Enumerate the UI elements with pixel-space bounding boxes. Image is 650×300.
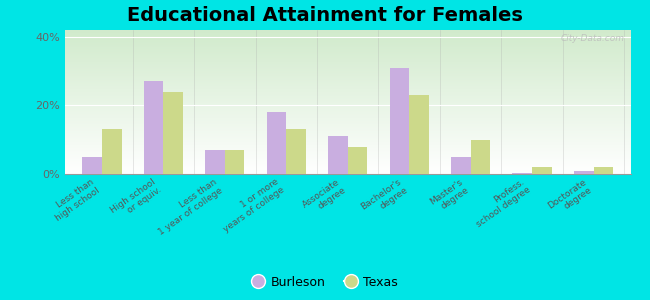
Text: Less than
high school: Less than high school xyxy=(48,177,102,223)
Bar xyxy=(593,167,614,174)
Text: Doctorate
degree: Doctorate degree xyxy=(545,177,593,219)
Text: High school
or equiv.: High school or equiv. xyxy=(109,177,163,223)
Text: Bachelor's
degree: Bachelor's degree xyxy=(359,177,410,220)
Bar xyxy=(144,81,163,174)
Text: Associate
degree: Associate degree xyxy=(301,177,348,218)
Bar xyxy=(163,92,183,174)
Text: Educational Attainment for Females: Educational Attainment for Females xyxy=(127,6,523,25)
Text: Master's
degree: Master's degree xyxy=(428,177,471,215)
Bar xyxy=(266,112,286,174)
Text: Profess.
school degree: Profess. school degree xyxy=(469,177,532,230)
Bar xyxy=(389,68,410,174)
Bar xyxy=(512,173,532,174)
Bar xyxy=(286,129,306,174)
Bar xyxy=(471,140,490,174)
Bar xyxy=(451,157,471,174)
Bar xyxy=(205,150,225,174)
Legend: Burleson, Texas: Burleson, Texas xyxy=(247,271,403,294)
Bar xyxy=(532,167,552,174)
Bar xyxy=(328,136,348,174)
Text: 1 or more
years of college: 1 or more years of college xyxy=(216,177,286,234)
Bar xyxy=(102,129,122,174)
Bar xyxy=(410,95,429,174)
Text: City-Data.com: City-Data.com xyxy=(561,34,625,43)
Bar xyxy=(348,147,367,174)
Bar xyxy=(225,150,244,174)
Bar xyxy=(574,171,593,174)
Bar xyxy=(82,157,102,174)
Text: Less than
1 year of college: Less than 1 year of college xyxy=(151,177,225,237)
